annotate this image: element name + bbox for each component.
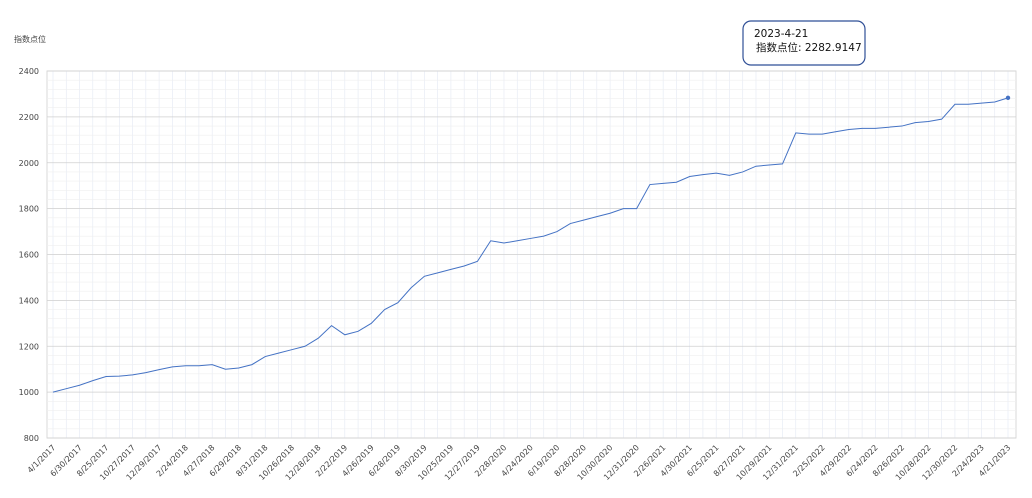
y-tick-label: 1400 [19,296,39,305]
y-tick-label: 2200 [19,113,39,122]
y-tick-label: 2400 [19,67,39,76]
y-tick-label: 2000 [19,159,39,168]
y-tick-label: 1600 [19,251,39,260]
line [52,97,1009,393]
y-axis-label: 指数点位 [14,34,46,44]
y-tick-label: 800 [24,434,39,443]
y-tick-label: 1800 [19,205,39,214]
point-marker [1005,95,1011,101]
y-tick-label: 1200 [19,342,39,351]
tooltip-date: 2023-4-21 [754,28,808,40]
y-tick-label: 1000 [19,388,39,397]
tooltip-text: 指数点位: 2282.9147 [756,41,862,54]
tooltip [742,20,866,66]
